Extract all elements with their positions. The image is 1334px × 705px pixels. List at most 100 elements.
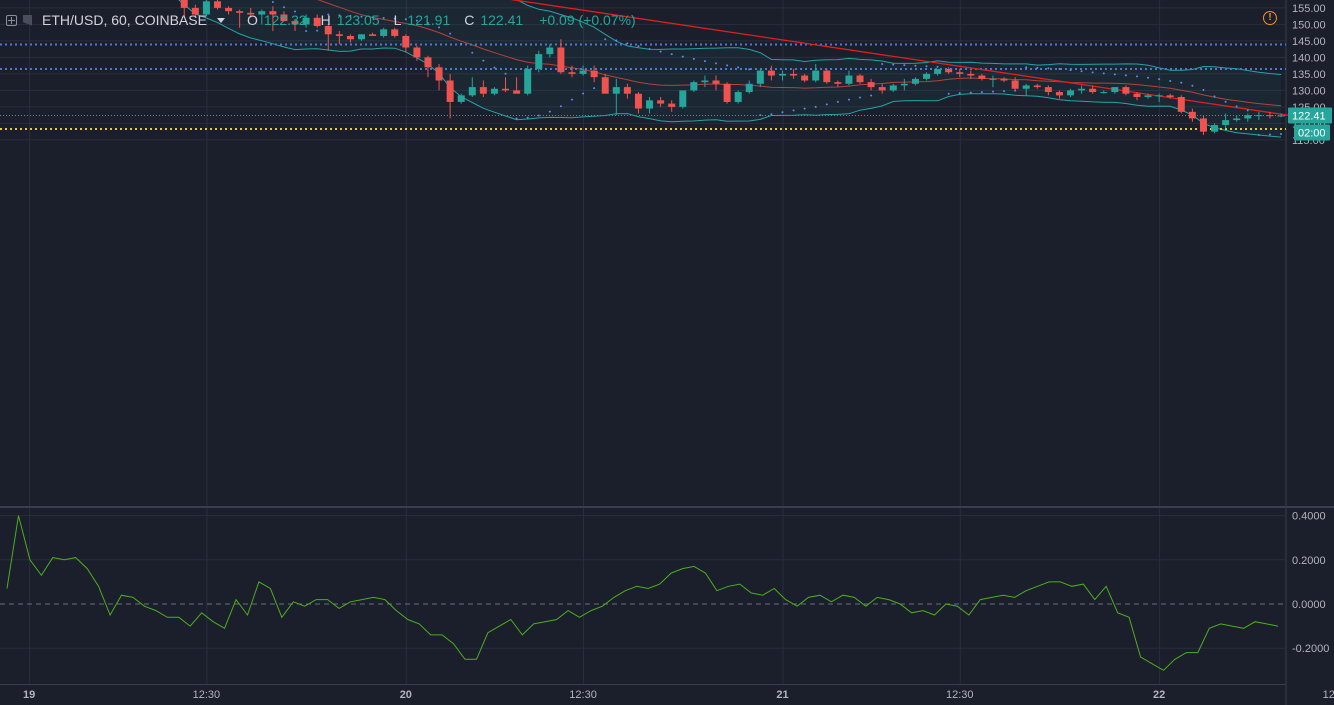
candle[interactable] (690, 80, 698, 93)
candle[interactable] (191, 4, 199, 18)
candle[interactable] (767, 65, 775, 81)
candle[interactable] (1055, 90, 1063, 99)
candle[interactable] (1067, 88, 1075, 97)
candle[interactable] (1000, 77, 1008, 83)
candle[interactable] (479, 80, 487, 98)
candle[interactable] (745, 80, 753, 94)
candle[interactable] (668, 100, 676, 112)
candle[interactable] (911, 77, 919, 86)
candle[interactable] (867, 78, 875, 91)
candle[interactable] (1022, 83, 1030, 96)
candle[interactable] (612, 78, 620, 116)
candle[interactable] (1222, 113, 1230, 129)
candle[interactable] (236, 9, 244, 28)
candle[interactable] (468, 77, 476, 97)
candle[interactable] (513, 77, 521, 94)
candle[interactable] (945, 67, 953, 74)
candle[interactable] (1244, 113, 1252, 122)
candle[interactable] (734, 90, 742, 104)
candle[interactable] (978, 73, 986, 81)
candle[interactable] (490, 87, 498, 96)
candle[interactable] (446, 73, 454, 119)
candle[interactable] (280, 11, 288, 22)
candle[interactable] (934, 68, 942, 76)
candle[interactable] (1255, 111, 1263, 121)
candle[interactable] (1233, 115, 1241, 122)
candle[interactable] (302, 14, 310, 28)
candle[interactable] (579, 65, 587, 76)
candle[interactable] (1011, 77, 1019, 91)
candle[interactable] (557, 39, 565, 74)
candle[interactable] (922, 72, 930, 81)
candle[interactable] (380, 27, 388, 38)
candle[interactable] (457, 93, 465, 104)
candle[interactable] (590, 65, 598, 83)
candle[interactable] (646, 97, 654, 114)
candle[interactable] (391, 27, 399, 38)
candle[interactable] (1199, 115, 1207, 135)
candle[interactable] (369, 32, 377, 36)
candle[interactable] (346, 34, 354, 43)
candle[interactable] (1033, 83, 1041, 89)
candle[interactable] (723, 82, 731, 104)
candle[interactable] (502, 77, 510, 93)
candle[interactable] (225, 6, 233, 15)
candle[interactable] (358, 34, 366, 41)
candle[interactable] (601, 73, 609, 94)
candle[interactable] (1044, 85, 1052, 96)
candle[interactable] (524, 65, 532, 96)
candle[interactable] (546, 44, 554, 58)
symbol-title[interactable]: ETH/USD, 60, COINBASE (42, 12, 207, 28)
candle[interactable] (1078, 85, 1086, 94)
candle[interactable] (180, 0, 188, 18)
candle[interactable] (1177, 95, 1185, 114)
candle[interactable] (335, 31, 343, 45)
candle[interactable] (269, 6, 277, 31)
candle[interactable] (790, 68, 798, 79)
candle[interactable] (712, 75, 720, 91)
candle[interactable] (823, 68, 831, 84)
candle[interactable] (402, 34, 410, 53)
candle[interactable] (424, 55, 432, 78)
candle[interactable] (778, 70, 786, 81)
candle[interactable] (1155, 93, 1163, 102)
candle[interactable] (324, 24, 332, 51)
candle[interactable] (956, 68, 964, 78)
candle[interactable] (812, 64, 820, 83)
candle[interactable] (1111, 87, 1119, 94)
candle[interactable] (313, 14, 321, 28)
candle[interactable] (657, 97, 665, 107)
candle[interactable] (535, 50, 543, 73)
candle[interactable] (1211, 123, 1219, 134)
candle[interactable] (634, 92, 642, 114)
candle[interactable] (291, 19, 299, 31)
candle[interactable] (435, 64, 443, 91)
candle[interactable] (202, 0, 210, 17)
candle[interactable] (679, 90, 687, 109)
candle[interactable] (845, 70, 853, 86)
candle[interactable] (834, 80, 842, 88)
candle[interactable] (1089, 85, 1097, 94)
candle[interactable] (1122, 85, 1130, 96)
candle[interactable] (878, 83, 886, 94)
candle[interactable] (1144, 93, 1152, 99)
candle[interactable] (1100, 90, 1108, 94)
candle[interactable] (701, 75, 709, 88)
candle[interactable] (247, 7, 255, 18)
chevron-down-icon[interactable] (216, 17, 225, 23)
candle[interactable] (258, 9, 266, 25)
candle[interactable] (756, 68, 764, 88)
candle[interactable] (1166, 93, 1174, 99)
candle[interactable] (900, 78, 908, 91)
candle[interactable] (623, 83, 631, 99)
candle[interactable] (967, 70, 975, 79)
candle[interactable] (1133, 92, 1141, 101)
candle[interactable] (568, 65, 576, 78)
candle[interactable] (889, 83, 897, 93)
expand-icon[interactable] (6, 14, 17, 26)
candle[interactable] (413, 45, 421, 61)
candle[interactable] (801, 73, 809, 83)
candle[interactable] (856, 73, 864, 84)
warning-icon[interactable]: ! (1263, 11, 1277, 25)
